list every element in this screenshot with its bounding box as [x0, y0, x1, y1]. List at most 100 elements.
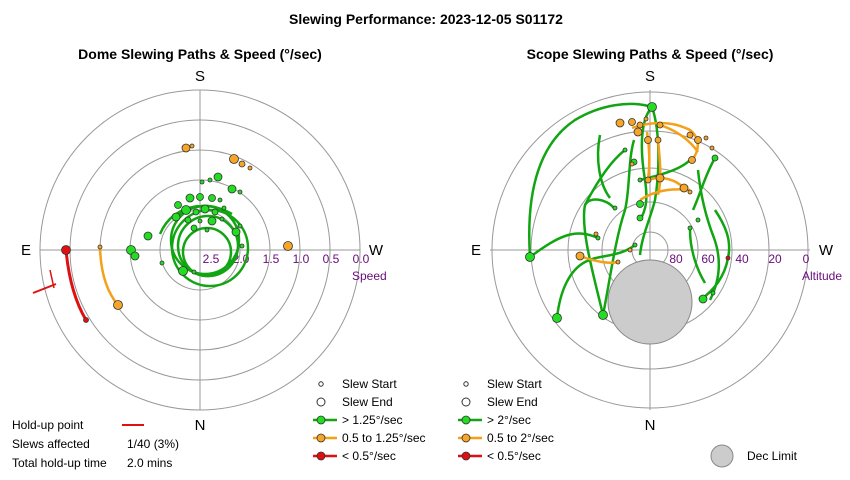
dome-legend-end-marker: [316, 397, 326, 407]
scope-dir-bottom: N: [645, 417, 656, 434]
dome-legend-fast-marker: [316, 415, 326, 425]
dome-slew-start: [189, 143, 195, 149]
dome-slew-end: [238, 160, 246, 168]
scope-slew-end: [636, 121, 644, 129]
dome-path: [98, 246, 119, 306]
dome-legend-slow-label: < 0.5°/sec: [342, 449, 396, 463]
dec-limit-legend-marker: [710, 444, 734, 468]
scope-slew-end: [615, 118, 625, 128]
scope-slew-start: [637, 177, 643, 183]
dome-slew-start: [197, 218, 203, 224]
scope-slew-end: [636, 214, 644, 222]
scope-slew-start: [710, 290, 716, 296]
dome-slew-end: [130, 251, 140, 261]
dome-slew-start: [237, 189, 243, 195]
scope-polar-chart: Scope Slewing Paths & Speed (°/sec) S N …: [458, 46, 842, 468]
scope-slew-end: [686, 131, 694, 139]
dome-slew-start: [247, 165, 253, 171]
dome-slew-start: [97, 244, 103, 250]
dome-slew-end: [283, 241, 293, 251]
scope-slew-end: [688, 156, 696, 164]
scope-legend-fast-label: > 2°/sec: [487, 413, 531, 427]
scope-chart-title: Scope Slewing Paths & Speed (°/sec): [527, 46, 774, 62]
dome-slew-start: [191, 269, 197, 275]
scope-legend-slow-label: < 0.5°/sec: [487, 449, 541, 463]
dome-tick-1.5: 1.5: [263, 252, 280, 266]
scope-ring-20: [530, 130, 770, 370]
holdup-stats: Hold-up point Slews affected 1/40 (3%) T…: [12, 418, 179, 470]
scope-slew-start: [593, 231, 599, 237]
dome-slew-start: [204, 227, 210, 233]
scope-tick-20: 20: [768, 252, 782, 266]
dome-legend-start-label: Slew Start: [342, 377, 397, 391]
dome-legend-start-marker: [318, 381, 324, 387]
scope-slew-end: [654, 136, 662, 144]
scope-path: [529, 232, 599, 259]
scope-path: [528, 102, 653, 258]
dome-points: [61, 143, 293, 323]
dome-slew-end: [227, 184, 237, 194]
dome-slew-start: [207, 177, 213, 183]
dome-slew-end: [196, 193, 204, 201]
dome-legend-medium-marker: [316, 433, 326, 443]
dome-slew-end: [113, 300, 123, 310]
dome-slew-end: [200, 204, 210, 214]
scope-slew-end: [694, 136, 702, 144]
scope-legend-end-label: Slew End: [487, 395, 538, 409]
dome-slew-start: [217, 197, 223, 203]
scope-slew-start: [695, 217, 701, 223]
dome-chart-title: Dome Slewing Paths & Speed (°/sec): [78, 46, 322, 62]
dome-slew-end: [208, 194, 216, 202]
scope-slew-end: [525, 252, 535, 262]
scope-slew-start: [627, 247, 633, 253]
slews-affected-label: Slews affected: [12, 437, 90, 451]
dome-slew-end: [171, 212, 181, 222]
scope-slew-start: [595, 235, 601, 241]
scope-legend-slow-marker: [461, 451, 471, 461]
scope-legend-medium-label: 0.5 to 2°/sec: [487, 431, 554, 445]
dome-slew-end: [181, 205, 191, 215]
dome-dir-right: W: [369, 242, 384, 259]
dome-tick-0.5: 0.5: [323, 252, 340, 266]
dome-radial-axis-name: Speed: [352, 269, 387, 283]
scope-slew-start: [629, 161, 635, 167]
scope-slew-end: [656, 121, 664, 129]
dome-dir-bottom: N: [195, 417, 206, 434]
scope-path: [555, 243, 636, 319]
dome-paths-medium: [98, 246, 119, 306]
scope-path: [596, 134, 612, 199]
dome-slew-end: [190, 224, 198, 232]
dome-path: [64, 249, 88, 321]
scope-slew-start: [709, 145, 715, 151]
dome-slew-end: [174, 201, 182, 209]
scope-slew-end: [575, 251, 585, 261]
dome-polar-chart: Dome Slewing Paths & Speed (°/sec) S N E…: [12, 46, 426, 470]
scope-legend-medium-marker: [461, 433, 471, 443]
figure-title: Slewing Performance: 2023-12-05 S01172: [289, 11, 563, 27]
scope-tick-80: 80: [669, 252, 683, 266]
dome-slew-start: [159, 260, 165, 266]
dome-slew-start: [237, 223, 243, 229]
dome-slew-end: [61, 245, 71, 255]
scope-slew-start: [643, 116, 649, 122]
scope-slew-end: [636, 200, 644, 208]
scope-path: [691, 157, 717, 211]
scope-path: [659, 123, 700, 153]
dome-tick-2.5: 2.5: [203, 252, 220, 266]
scope-dir-left: E: [471, 242, 481, 259]
dome-slew-start: [239, 243, 245, 249]
scope-path: [582, 198, 617, 316]
scope-slew-start: [687, 225, 693, 231]
dome-tick-0.0: 0.0: [353, 252, 370, 266]
dome-slew-end: [207, 216, 217, 226]
scope-slew-end: [633, 127, 643, 137]
scope-slew-end: [679, 183, 689, 193]
dome-slew-end: [143, 231, 153, 241]
dome-slew-start: [199, 179, 205, 185]
dome-legend-medium-label: 0.5 to 1.25°/sec: [342, 431, 426, 445]
slews-affected-value: 1/40 (3%): [127, 437, 179, 451]
scope-dir-top: S: [645, 68, 655, 85]
scope-tick-40: 40: [735, 252, 749, 266]
scope-slew-start: [632, 242, 638, 248]
